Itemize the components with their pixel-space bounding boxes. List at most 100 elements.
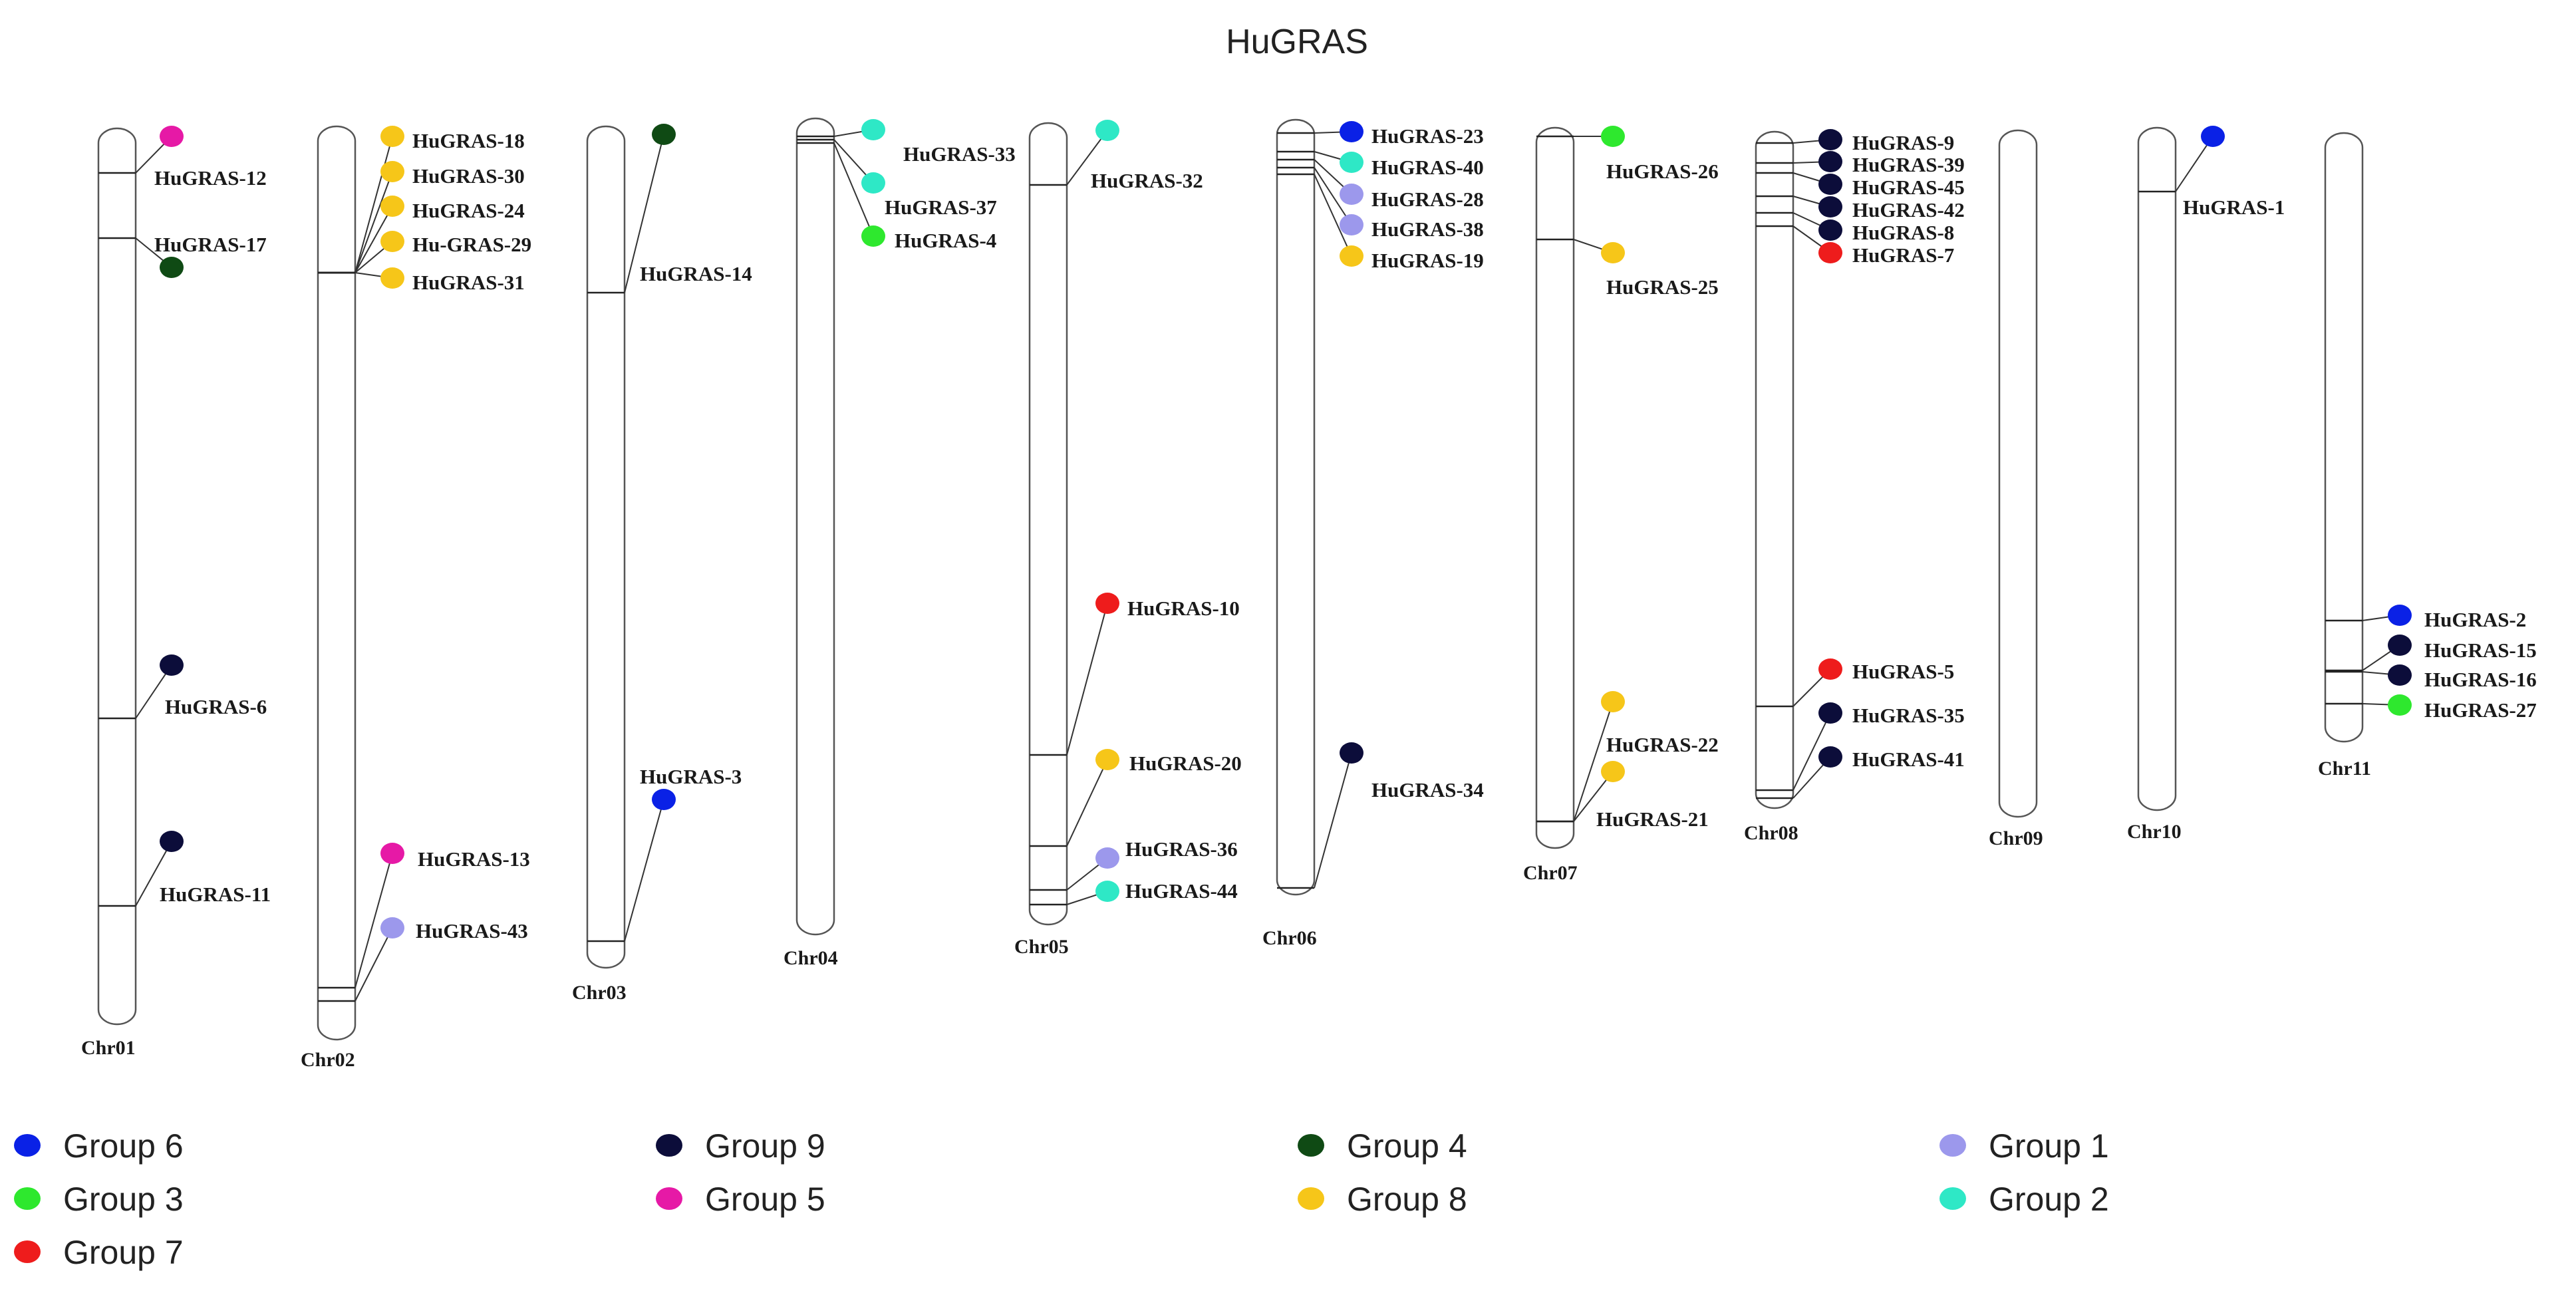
gene-hugras-27: HuGRAS-27 (2325, 694, 2537, 722)
legend-label: Group 5 (705, 1181, 825, 1218)
gene-hugras-25: HuGRAS-25 (1536, 238, 1719, 299)
legend-label: Group 4 (1347, 1127, 1467, 1165)
gene-group-dot (380, 126, 404, 147)
legend-swatch (656, 1134, 682, 1157)
legend-label: Group 6 (63, 1127, 184, 1165)
gene-leader-line (355, 136, 393, 273)
chromosome-bar (1755, 130, 1794, 809)
chromosome-label: Chr07 (1523, 862, 1578, 884)
gene-leader-line (1314, 752, 1352, 889)
gene-hugras-28: HuGRAS-28 (1277, 158, 1484, 211)
gene-group-dot (1095, 881, 1119, 902)
gene-group-dot (1601, 242, 1625, 263)
gene-group-dot (1095, 120, 1119, 141)
chromosome-chr10: Chr10 (2127, 126, 2182, 843)
gene-hugras-42: HuGRAS-42 (1756, 195, 1965, 221)
gene-group-dot (1601, 691, 1625, 712)
gene-group-dot (380, 917, 404, 938)
chromosome-bar (1028, 122, 1068, 926)
chromosome-chr11: Chr11 (2318, 132, 2371, 780)
gene-group-dot (1818, 658, 1842, 680)
legend-swatch (1939, 1134, 1966, 1157)
gene-group-dot (1340, 184, 1363, 205)
gene-label: HuGRAS-34 (1371, 778, 1484, 801)
gene-group-dot (380, 231, 404, 252)
gene-group-dot (380, 267, 404, 289)
legend-item-g5: Group 5 (656, 1181, 825, 1218)
gene-hugras-24: HuGRAS-24 (318, 196, 525, 274)
gene-label: HuGRAS-45 (1852, 176, 1965, 199)
chromosome-label: Chr08 (1744, 822, 1798, 844)
gene-hugras-9: HuGRAS-9 (1756, 129, 1954, 154)
gene-label: HuGRAS-6 (165, 695, 267, 718)
gene-leader-line (1066, 130, 1108, 186)
chromosome-bar (317, 125, 357, 1041)
gene-label: HuGRAS-12 (154, 166, 267, 190)
gene-hugras-20: HuGRAS-20 (1030, 749, 1242, 847)
gene-group-dot (861, 225, 885, 247)
chromosome-chr04: Chr04 (784, 117, 838, 969)
gene-group-dot (861, 172, 885, 194)
gene-leader-line (355, 853, 393, 988)
gene-hugras-40: HuGRAS-40 (1277, 150, 1484, 179)
gene-label: HuGRAS-24 (412, 199, 525, 222)
legend-label: Group 1 (1989, 1127, 2109, 1165)
gene-label: HuGRAS-27 (2424, 698, 2537, 722)
gene-label: HuGRAS-31 (412, 271, 525, 294)
gene-label: HuGRAS-8 (1852, 221, 1954, 244)
gene-label: HuGRAS-40 (1371, 156, 1484, 179)
gene-layer: HuGRAS-12 HuGRAS-17 HuGRAS-6 HuGRAS-11 HuGRA… (98, 119, 2537, 1002)
gene-hugras-1: HuGRAS-1 (2138, 126, 2285, 219)
legend-swatch (1939, 1187, 1966, 1210)
gene-group-dot (1340, 245, 1363, 267)
gene-hugras-15: HuGRAS-15 (2325, 635, 2537, 672)
gene-hugras-37: HuGRAS-37 (797, 138, 997, 219)
gene-group-dot (1095, 593, 1119, 614)
gene-label: Hu-GRAS-29 (412, 233, 531, 256)
gene-hugras-7: HuGRAS-7 (1756, 225, 1954, 267)
legend-item-g7: Group 7 (14, 1234, 184, 1271)
gene-hugras-36: HuGRAS-36 (1030, 837, 1238, 891)
gene-hugras-6: HuGRAS-6 (98, 654, 267, 720)
gene-hugras-33: HuGRAS-33 (797, 119, 1016, 166)
gene-group-dot (1818, 702, 1842, 724)
gene-hugras-14: HuGRAS-14 (587, 124, 752, 294)
gene-group-dot (861, 119, 885, 140)
legend-item-g8: Group 8 (1298, 1181, 1467, 1218)
gene-label: HuGRAS-14 (640, 262, 752, 285)
legend-item-g9: Group 9 (656, 1127, 825, 1165)
gene-label: HuGRAS-20 (1129, 752, 1242, 775)
gene-hugras-31: HuGRAS-31 (318, 267, 525, 294)
gene-label: HuGRAS-2 (2424, 608, 2526, 631)
gene-group-dot (160, 831, 184, 852)
chromosome-label: Chr01 (81, 1037, 136, 1059)
gene-leader-line (1314, 167, 1352, 225)
chromosome-chr08: Chr08 (1744, 130, 1798, 844)
chromosome-bar (2324, 132, 2364, 743)
gene-label: HuGRAS-21 (1596, 807, 1709, 831)
gene-label: HuGRAS-15 (2424, 639, 2537, 662)
gene-group-dot (1340, 214, 1363, 235)
legend-swatch (14, 1134, 41, 1157)
gene-leader-line (355, 927, 393, 1002)
gene-group-dot (380, 196, 404, 217)
gene-group-dot (1818, 219, 1842, 241)
gene-group-dot (1818, 129, 1842, 150)
gene-leader-line (1066, 603, 1108, 756)
gene-label: HuGRAS-33 (903, 142, 1016, 166)
gene-hugras-13: HuGRAS-13 (318, 843, 530, 989)
gene-hugras-5: HuGRAS-5 (1756, 658, 1954, 708)
chromosome-chr03: Chr03 (572, 125, 627, 1004)
gene-leader-line (1066, 759, 1108, 847)
gene-group-dot (160, 654, 184, 676)
gene-hugras-39: HuGRAS-39 (1756, 151, 1965, 176)
gene-leader-line (624, 799, 664, 942)
gene-leader-line (2175, 136, 2214, 192)
gene-label: HuGRAS-1 (2183, 196, 2285, 219)
gene-label: HuGRAS-35 (1852, 704, 1965, 727)
chromosome-label: Chr04 (784, 947, 838, 969)
gene-label: HuGRAS-32 (1091, 169, 1203, 192)
legend-item-g2: Group 2 (1939, 1181, 2109, 1218)
gene-group-dot (2388, 664, 2412, 686)
